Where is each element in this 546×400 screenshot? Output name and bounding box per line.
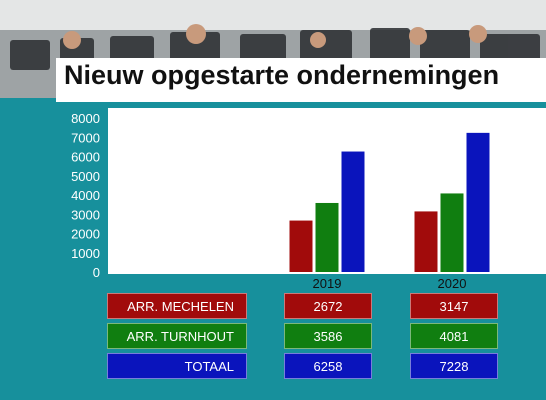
bar-2019-2 <box>341 151 365 272</box>
table-cell: 3147 <box>410 293 498 319</box>
table-cell: 3586 <box>284 323 372 349</box>
y-tick-label: 0 <box>93 265 100 280</box>
bar-2020-2 <box>466 132 490 272</box>
x-category-label: 2020 <box>438 276 467 291</box>
bar-2019-0 <box>289 220 313 272</box>
title-banner <box>56 58 546 102</box>
table-cell: 6258 <box>284 353 372 379</box>
x-category-label: 2019 <box>313 276 342 291</box>
table-row-label: ARR. TURNHOUT <box>107 323 247 349</box>
y-tick-label: 2000 <box>71 227 100 242</box>
table-cell: 7228 <box>410 353 498 379</box>
table-row-label: ARR. MECHELEN <box>107 293 247 319</box>
y-tick-label: 7000 <box>71 130 100 145</box>
bar-2020-0 <box>414 211 438 272</box>
y-tick-label: 5000 <box>71 169 100 184</box>
bar-2019-1 <box>315 202 339 272</box>
y-tick-label: 1000 <box>71 246 100 261</box>
table-cell: 2672 <box>284 293 372 319</box>
table-row-label: TOTAAL <box>107 353 247 379</box>
table-cell: 4081 <box>410 323 498 349</box>
y-tick-label: 8000 <box>71 111 100 126</box>
y-tick-label: 3000 <box>71 207 100 222</box>
page-title: Nieuw opgestarte ondernemingen <box>64 60 500 90</box>
y-tick-label: 4000 <box>71 188 100 203</box>
bar-2020-1 <box>440 193 464 272</box>
y-tick-label: 6000 <box>71 150 100 165</box>
